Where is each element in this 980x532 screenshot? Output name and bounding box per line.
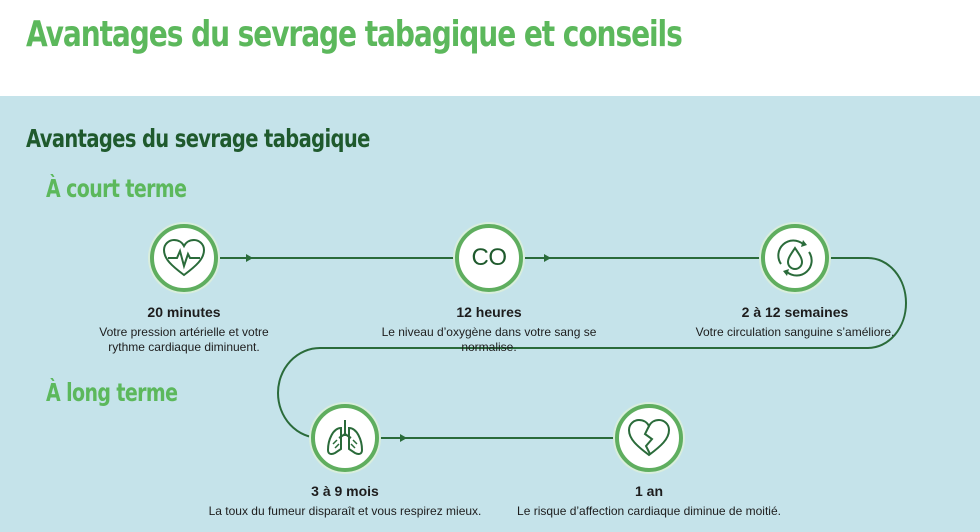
co-icon: CO <box>455 224 523 292</box>
milestone-3-9-mois: 3 à 9 mois La toux du fumeur disparaît e… <box>200 483 490 519</box>
arrowhead <box>400 434 407 442</box>
header-bar: Avantages du sevrage tabagique et consei… <box>0 0 980 96</box>
milestone-title: 12 heures <box>456 304 522 320</box>
arrowhead <box>246 254 253 262</box>
benefits-panel <box>0 96 980 532</box>
page-title: Avantages du sevrage tabagique et consei… <box>26 14 683 55</box>
milestone-title: 2 à 12 semaines <box>741 304 849 320</box>
milestone-description: Votre pression artérielle et votre rythm… <box>99 325 269 354</box>
milestone-12-heures: 12 heures Le niveau d’oxygène dans votre… <box>359 304 619 355</box>
milestone-title: 3 à 9 mois <box>311 483 379 499</box>
milestone-title: 1 an <box>634 483 663 499</box>
broken-heart-icon <box>615 404 683 472</box>
co-icon-label: CO <box>471 244 508 271</box>
section-title: Avantages du sevrage tabagique <box>26 124 370 153</box>
long-term-heading: À long terme <box>46 378 178 407</box>
circulation-drop-icon <box>761 224 829 292</box>
heart-rate-icon <box>150 224 218 292</box>
lungs-icon <box>311 404 379 472</box>
connector-curve <box>277 257 907 439</box>
milestone-description: Votre circulation sanguine s’améliore. <box>695 325 895 339</box>
milestone-title: 20 minutes <box>147 304 221 320</box>
milestone-1-an: 1 an Le risque d’affection cardiaque dim… <box>504 483 794 519</box>
milestone-description: Le niveau d’oxygène dans votre sang se n… <box>381 325 597 354</box>
short-term-heading: À court terme <box>46 174 187 203</box>
arrowhead <box>544 254 551 262</box>
milestone-2-12-semaines: 2 à 12 semaines Votre circulation sangui… <box>665 304 925 340</box>
milestone-description: Le risque d’affection cardiaque diminue … <box>517 504 781 518</box>
milestone-description: La toux du fumeur disparaît et vous resp… <box>208 504 482 518</box>
milestone-20-minutes: 20 minutes Votre pression artérielle et … <box>54 304 314 355</box>
